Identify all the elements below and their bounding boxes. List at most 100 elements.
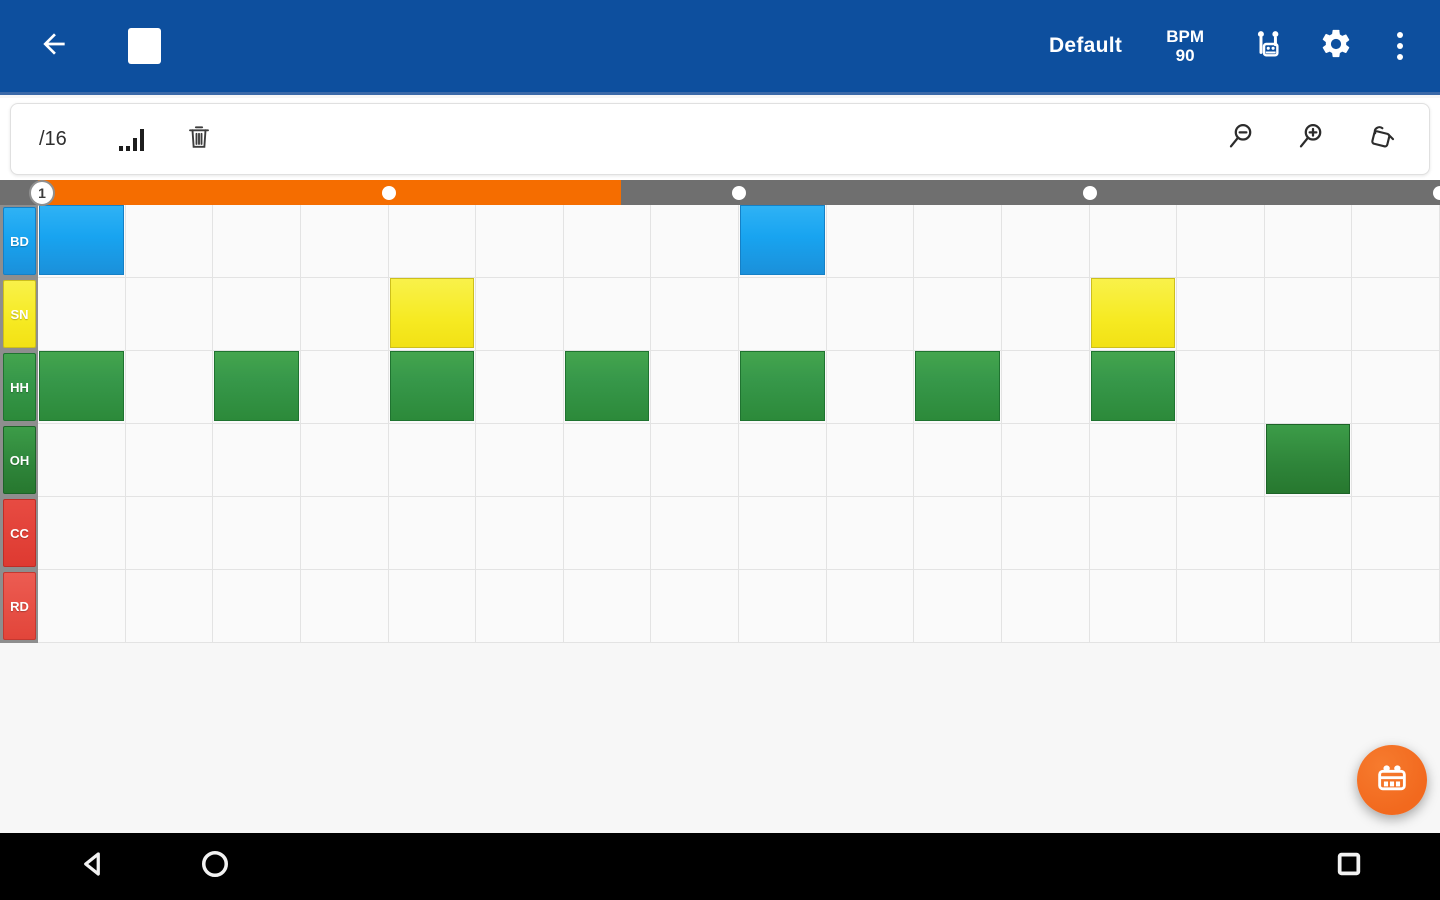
note-hh-step-11[interactable] bbox=[915, 351, 1000, 421]
step-cell-cc-5[interactable] bbox=[388, 497, 477, 570]
step-cell-oh-3[interactable] bbox=[213, 424, 301, 497]
step-cell-cc-11[interactable] bbox=[914, 497, 1002, 570]
step-cell-cc-3[interactable] bbox=[213, 497, 301, 570]
step-division-button[interactable]: /16 bbox=[39, 127, 67, 150]
step-cell-oh-6[interactable] bbox=[476, 424, 564, 497]
zoom-out-button[interactable] bbox=[1219, 117, 1263, 161]
step-cell-cc-8[interactable] bbox=[651, 497, 739, 570]
step-cell-bd-12[interactable] bbox=[1001, 205, 1090, 278]
note-sn-step-13[interactable] bbox=[1090, 278, 1176, 348]
stop-button[interactable] bbox=[114, 16, 174, 76]
step-cell-hh-11[interactable] bbox=[914, 351, 1002, 424]
step-cell-rd-15[interactable] bbox=[1264, 570, 1353, 643]
step-cell-sn-10[interactable] bbox=[826, 278, 915, 351]
clear-pattern-button[interactable] bbox=[177, 117, 221, 161]
drum-kit-button[interactable] bbox=[1246, 24, 1290, 68]
step-cell-cc-4[interactable] bbox=[300, 497, 389, 570]
step-cell-bd-2[interactable] bbox=[125, 205, 214, 278]
step-cell-cc-13[interactable] bbox=[1089, 497, 1178, 570]
step-cell-sn-6[interactable] bbox=[476, 278, 564, 351]
step-cell-bd-15[interactable] bbox=[1264, 205, 1353, 278]
note-hh-step-3[interactable] bbox=[214, 351, 299, 421]
step-cell-bd-4[interactable] bbox=[300, 205, 389, 278]
step-cell-sn-15[interactable] bbox=[1264, 278, 1353, 351]
fill-tool-button[interactable] bbox=[1359, 117, 1403, 161]
step-cell-sn-14[interactable] bbox=[1177, 278, 1265, 351]
preset-selector[interactable]: Default bbox=[1048, 34, 1123, 57]
step-cell-rd-6[interactable] bbox=[476, 570, 564, 643]
zoom-in-button[interactable] bbox=[1289, 117, 1333, 161]
step-cell-oh-12[interactable] bbox=[1001, 424, 1090, 497]
step-cell-bd-7[interactable] bbox=[563, 205, 652, 278]
nav-back-button[interactable] bbox=[64, 839, 120, 895]
track-label-hh[interactable]: HH bbox=[3, 353, 36, 421]
step-cell-bd-16[interactable] bbox=[1352, 205, 1440, 278]
step-cell-bd-8[interactable] bbox=[651, 205, 739, 278]
step-cell-oh-4[interactable] bbox=[300, 424, 389, 497]
note-bd-step-9[interactable] bbox=[740, 205, 825, 275]
note-hh-step-5[interactable] bbox=[389, 351, 475, 421]
step-cell-cc-15[interactable] bbox=[1264, 497, 1353, 570]
step-cell-rd-10[interactable] bbox=[826, 570, 915, 643]
nav-recents-button[interactable] bbox=[1321, 839, 1377, 895]
step-cell-oh-9[interactable] bbox=[739, 424, 827, 497]
note-hh-step-1[interactable] bbox=[39, 351, 124, 421]
step-cell-hh-6[interactable] bbox=[476, 351, 564, 424]
step-cell-hh-16[interactable] bbox=[1352, 351, 1440, 424]
step-cell-oh-13[interactable] bbox=[1089, 424, 1178, 497]
timeline-scrubber[interactable]: 1 bbox=[0, 179, 1440, 206]
track-label-bd[interactable]: BD bbox=[3, 207, 36, 275]
step-cell-oh-10[interactable] bbox=[826, 424, 915, 497]
step-cell-oh-7[interactable] bbox=[563, 424, 652, 497]
note-oh-step-15[interactable] bbox=[1265, 424, 1351, 494]
step-cell-cc-12[interactable] bbox=[1001, 497, 1090, 570]
step-cell-oh-15[interactable] bbox=[1264, 424, 1353, 497]
step-cell-oh-16[interactable] bbox=[1352, 424, 1440, 497]
step-cell-hh-7[interactable] bbox=[563, 351, 652, 424]
step-cell-sn-9[interactable] bbox=[739, 278, 827, 351]
step-cell-rd-8[interactable] bbox=[651, 570, 739, 643]
step-cell-sn-5[interactable] bbox=[388, 278, 477, 351]
step-cell-rd-9[interactable] bbox=[739, 570, 827, 643]
step-cell-rd-12[interactable] bbox=[1001, 570, 1090, 643]
step-cell-oh-5[interactable] bbox=[388, 424, 477, 497]
step-cell-sn-16[interactable] bbox=[1352, 278, 1440, 351]
step-cell-hh-3[interactable] bbox=[213, 351, 301, 424]
step-cell-bd-9[interactable] bbox=[739, 205, 827, 278]
step-cell-hh-2[interactable] bbox=[125, 351, 214, 424]
step-cell-oh-11[interactable] bbox=[914, 424, 1002, 497]
step-cell-sn-1[interactable] bbox=[38, 278, 126, 351]
step-cell-cc-9[interactable] bbox=[739, 497, 827, 570]
step-cell-sn-2[interactable] bbox=[125, 278, 214, 351]
track-label-rd[interactable]: RD bbox=[3, 572, 36, 640]
step-cell-hh-8[interactable] bbox=[651, 351, 739, 424]
step-cell-bd-11[interactable] bbox=[914, 205, 1002, 278]
step-cell-sn-12[interactable] bbox=[1001, 278, 1090, 351]
step-cell-rd-5[interactable] bbox=[388, 570, 477, 643]
step-cell-bd-3[interactable] bbox=[213, 205, 301, 278]
add-pattern-fab[interactable] bbox=[1357, 745, 1427, 815]
velocity-button[interactable] bbox=[109, 117, 153, 161]
step-cell-bd-6[interactable] bbox=[476, 205, 564, 278]
step-cell-cc-10[interactable] bbox=[826, 497, 915, 570]
settings-button[interactable] bbox=[1314, 24, 1358, 68]
step-cell-rd-2[interactable] bbox=[125, 570, 214, 643]
step-cell-rd-16[interactable] bbox=[1352, 570, 1440, 643]
step-cell-oh-8[interactable] bbox=[651, 424, 739, 497]
step-cell-bd-13[interactable] bbox=[1089, 205, 1178, 278]
track-label-cc[interactable]: CC bbox=[3, 499, 36, 567]
note-bd-step-1[interactable] bbox=[39, 205, 124, 275]
step-cell-oh-1[interactable] bbox=[38, 424, 126, 497]
track-label-oh[interactable]: OH bbox=[3, 426, 36, 494]
step-cell-sn-7[interactable] bbox=[563, 278, 652, 351]
step-cell-rd-13[interactable] bbox=[1089, 570, 1178, 643]
step-cell-bd-5[interactable] bbox=[388, 205, 477, 278]
step-cell-hh-10[interactable] bbox=[826, 351, 915, 424]
step-cell-rd-14[interactable] bbox=[1177, 570, 1265, 643]
note-sn-step-5[interactable] bbox=[389, 278, 475, 348]
step-cell-sn-8[interactable] bbox=[651, 278, 739, 351]
step-cell-hh-12[interactable] bbox=[1001, 351, 1090, 424]
step-cell-cc-14[interactable] bbox=[1177, 497, 1265, 570]
step-cell-sn-3[interactable] bbox=[213, 278, 301, 351]
step-cell-cc-2[interactable] bbox=[125, 497, 214, 570]
